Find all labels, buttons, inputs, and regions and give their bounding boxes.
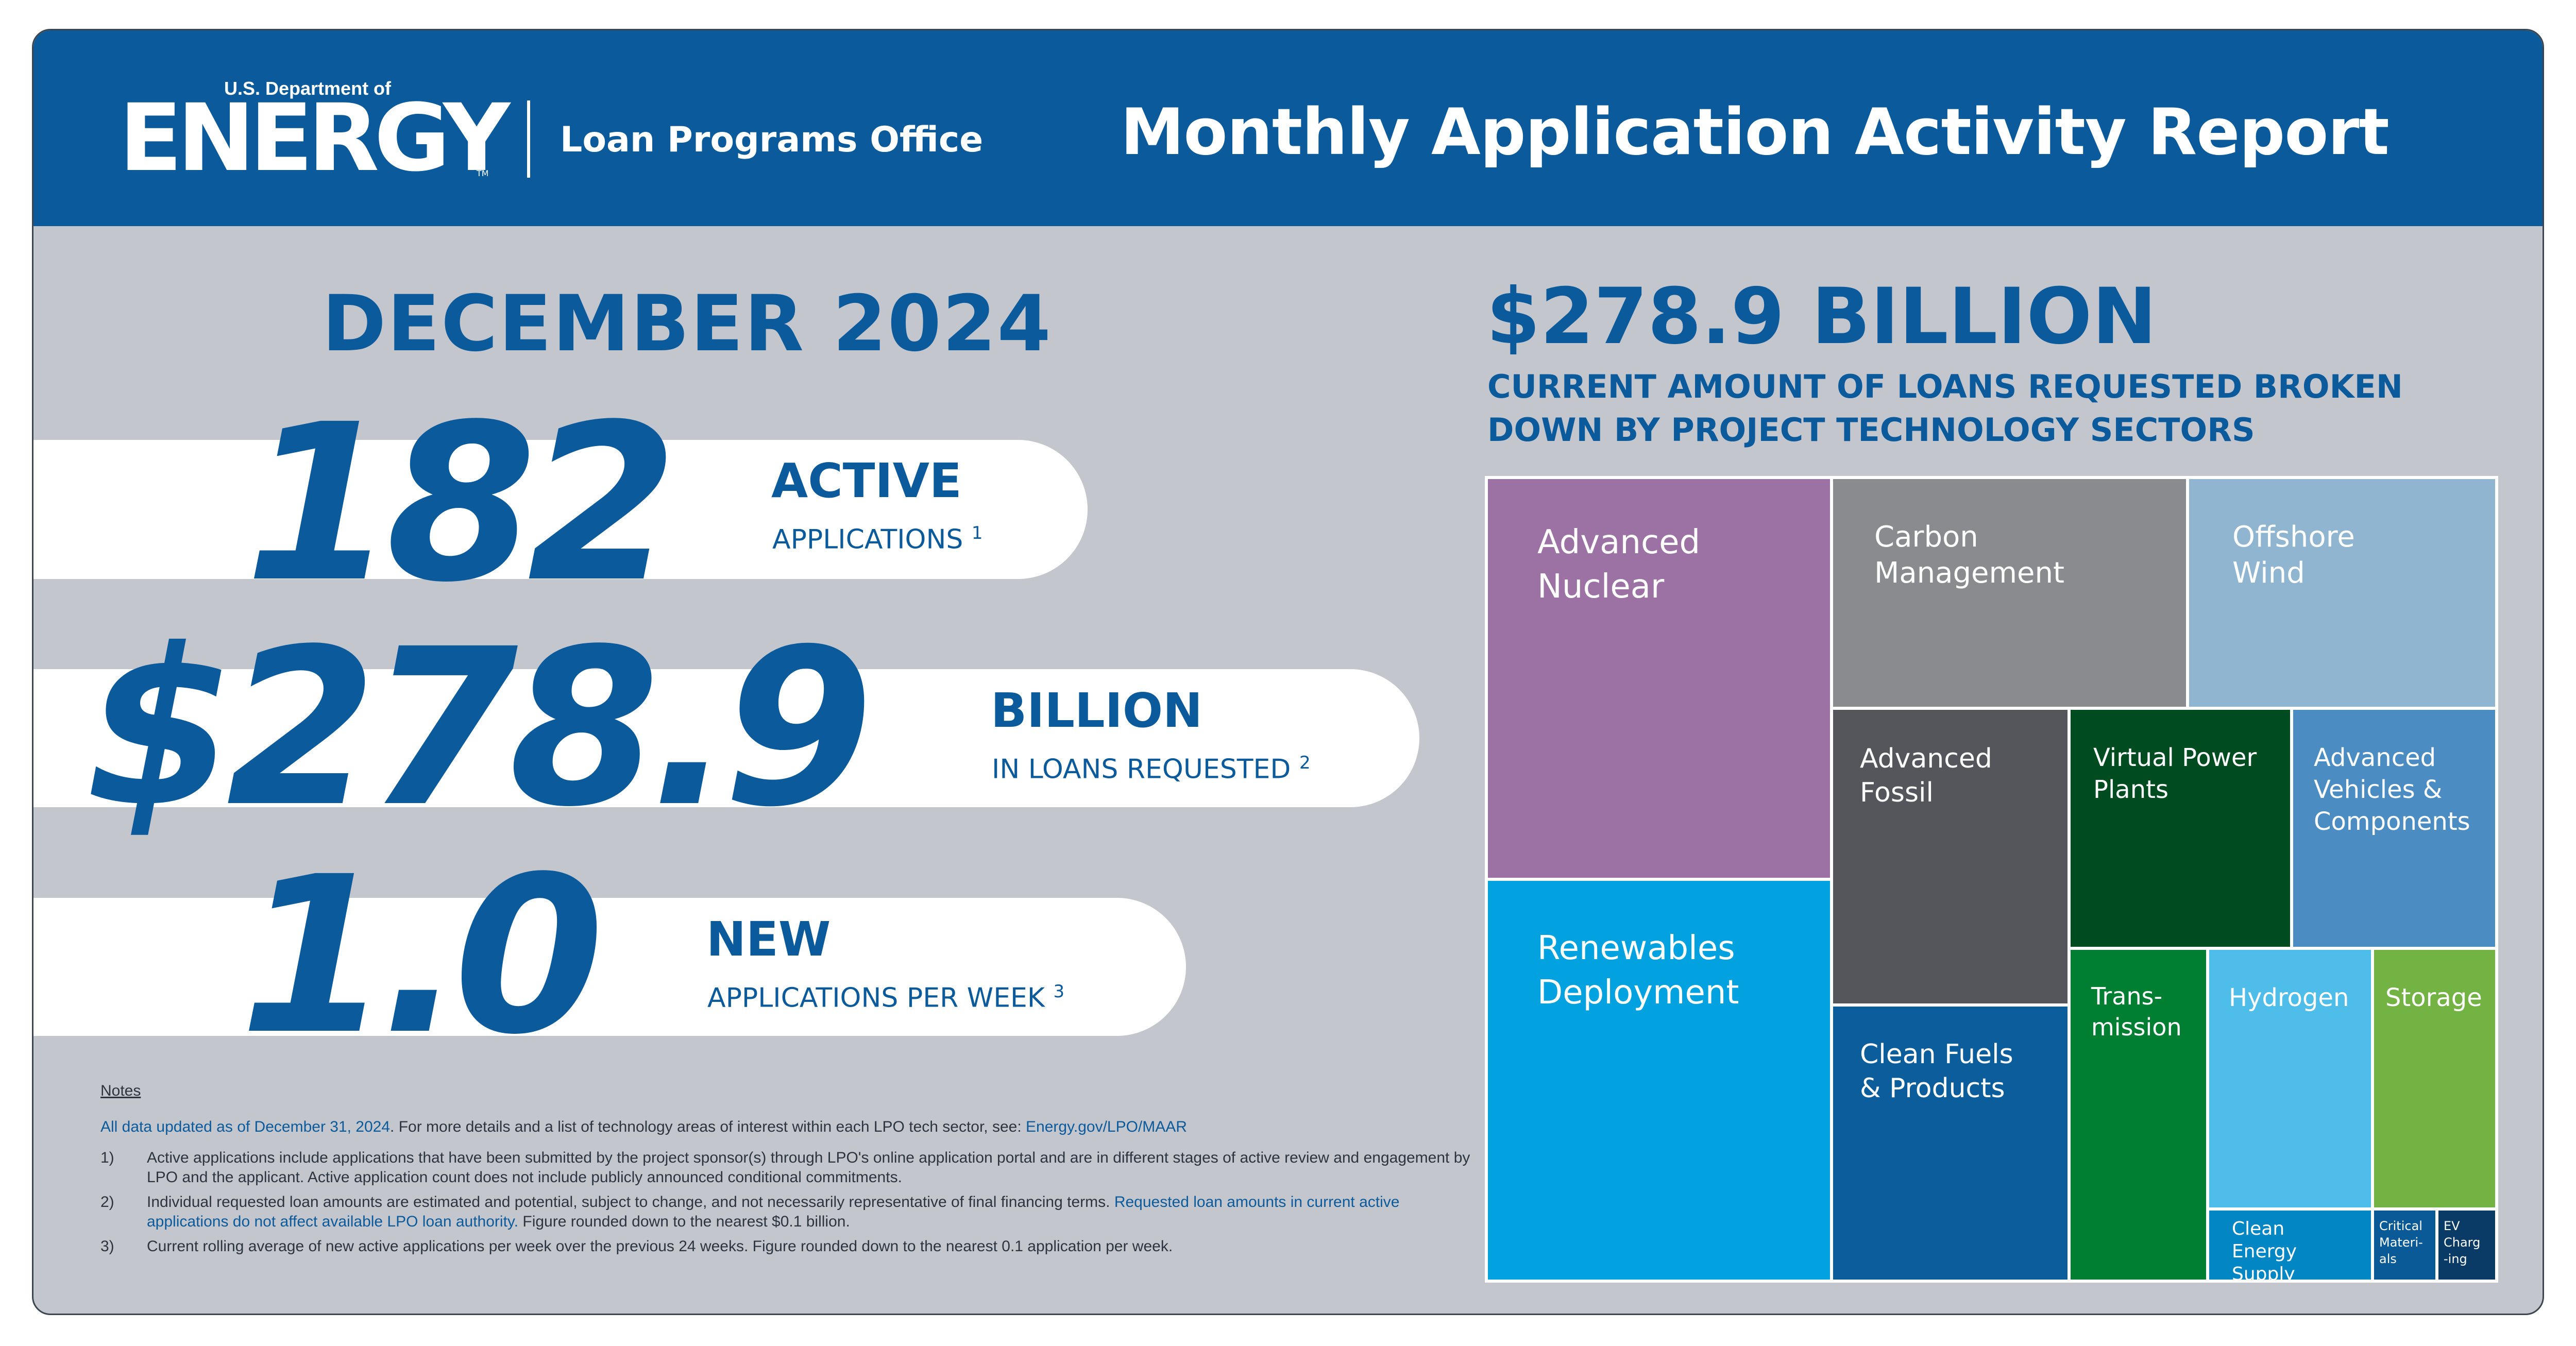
note-item: 3) Current rolling average of new active… [100, 1238, 1173, 1255]
logo-divider [527, 100, 530, 178]
note-item: 2) Individual requested loan amounts are… [100, 1194, 1400, 1230]
treemap-tile-offshore-wind: Offshore Wind [2189, 479, 2495, 707]
sector-treemap: Advanced Nuclear Renewables Deployment Car… [1485, 476, 2498, 1283]
treemap-tile-advanced-fossil: Advanced Fossil [1833, 710, 2067, 1003]
treemap-tile-carbon-management: Carbon Management [1833, 479, 2186, 707]
stat-pill-new [33, 898, 1186, 1036]
report-card: U.S. Department of ENERGY TM Loan Progra… [32, 29, 2544, 1315]
treemap-tile-virtual-power-plants: Virtual Power Plants [2071, 710, 2290, 947]
treemap-tile-advanced-vehicles-components: Advanced Vehicles & Components [2293, 710, 2495, 947]
loan-authority-link[interactable]: Requested loan amounts in current active… [147, 1194, 1400, 1230]
treemap-tile-storage: Storage [2374, 950, 2495, 1207]
stat-head-new: NEW [706, 912, 831, 967]
report-title: Monthly Application Activity Report [1121, 95, 2389, 169]
office-name: Loan Programs Office [560, 120, 984, 160]
report-period: DECEMBER 2024 [322, 279, 1052, 369]
note-item: 1) Active applications include applicati… [100, 1149, 1470, 1186]
stat-value-active: 182 [245, 378, 678, 630]
treemap-tile-clean-energy-supply-chain: Clean Energy Supply Chain [2209, 1211, 2371, 1280]
maar-link[interactable]: Energy.gov/LPO/MAAR [1026, 1118, 1187, 1135]
treemap-tile-advanced-nuclear: Advanced Nuclear [1488, 479, 1830, 878]
treemap-tile-ev-charg-ing: EV Charg -ing [2438, 1211, 2495, 1280]
treemap-tile-hydrogen: Hydrogen [2209, 950, 2371, 1207]
treemap-tile-trans-mission: Trans- mission [2071, 950, 2206, 1280]
trademark: TM [477, 168, 489, 178]
stat-head-billion: BILLION [991, 683, 1203, 738]
updated-date: All data updated as of December 31, 2024 [100, 1118, 391, 1135]
treemap-tile-renewables-deployment: Renewables Deployment [1488, 881, 1830, 1280]
agency-super: U.S. Department of [224, 78, 392, 99]
treemap-tile-critical-materi-als: Critical Materi- als [2374, 1211, 2435, 1280]
treemap-subtitle: CURRENT AMOUNT OF LOANS REQUESTED BROKEN… [1487, 368, 2403, 449]
header-banner: U.S. Department of ENERGY TM Loan Progra… [33, 30, 2543, 226]
notes-updated: All data updated as of December 31, 2024… [100, 1117, 1481, 1137]
stat-sub-active: APPLICATIONS 1 [772, 523, 983, 555]
total-amount: $278.9 BILLION [1486, 272, 2157, 362]
notes-label: Notes [100, 1082, 141, 1099]
updated-text: . For more details and a list of technol… [390, 1118, 1026, 1135]
stat-pill-active [33, 440, 1088, 579]
stat-sub-billion: IN LOANS REQUESTED 2 [992, 753, 1311, 785]
treemap-tile-clean-fuels-products: Clean Fuels & Products [1833, 1007, 2067, 1280]
doe-logo-wordmark: ENERGY [119, 84, 510, 192]
stat-value-billion: $278.9 [85, 603, 874, 855]
stat-pill-billion [33, 669, 1419, 807]
stat-value-new: 1.0 [240, 830, 604, 1082]
stat-head-active: ACTIVE [771, 453, 962, 508]
notes-section: Notes All data updated as of December 31… [100, 1081, 1481, 1262]
stat-sub-new: APPLICATIONS PER WEEK 3 [707, 981, 1065, 1014]
